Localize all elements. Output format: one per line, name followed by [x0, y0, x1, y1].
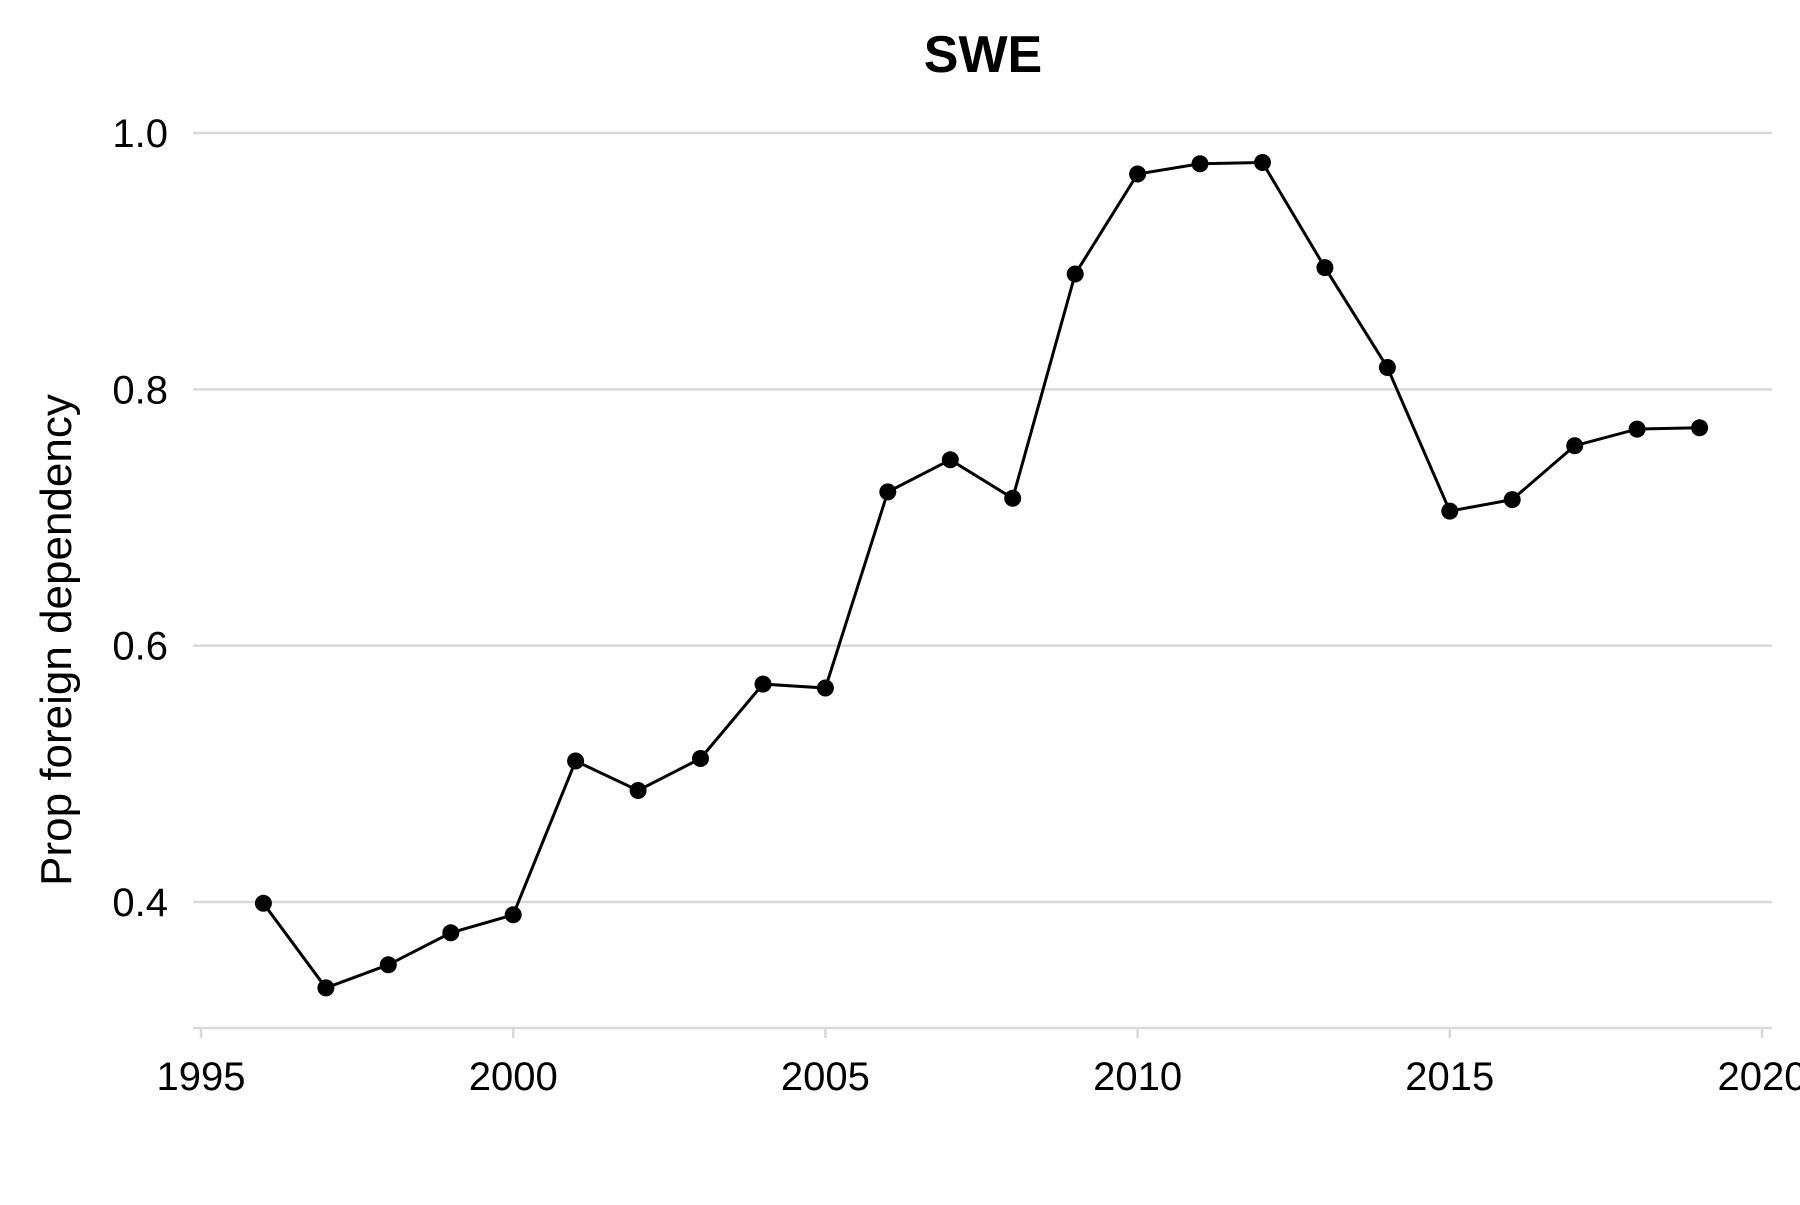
x-tick-label: 2015 [1405, 1055, 1494, 1099]
data-point [504, 906, 522, 924]
y-axis-ticks: 0.4 0.6 0.8 1.0 [112, 112, 168, 925]
y-axis-label: Prop foreign dependency [32, 394, 81, 886]
x-tick-label: 2005 [781, 1055, 870, 1099]
data-point [1378, 359, 1396, 376]
data-point [754, 675, 772, 693]
data-point [442, 924, 460, 942]
x-tick-label: 1995 [157, 1055, 246, 1099]
data-point [1566, 437, 1584, 455]
data-point [1191, 155, 1209, 173]
y-tick-label: 0.8 [112, 368, 168, 412]
data-point [1503, 491, 1521, 509]
data-point [1066, 265, 1084, 283]
data-point [1254, 154, 1271, 171]
data-point [941, 451, 959, 469]
data-point [816, 679, 834, 697]
y-tick-label: 0.4 [112, 881, 168, 925]
x-axis: 1995 2000 2005 2010 2015 2020 [157, 1026, 1800, 1099]
gridlines [193, 131, 1772, 904]
data-point [1129, 165, 1147, 183]
data-point [1691, 419, 1709, 437]
data-point [692, 750, 709, 767]
data-point [879, 483, 897, 501]
x-tick-label: 2010 [1093, 1055, 1182, 1099]
data-point [567, 752, 585, 770]
chart-title: SWE [924, 26, 1042, 84]
series-group [254, 154, 1709, 997]
x-tick-label: 2020 [1718, 1055, 1800, 1099]
data-point [1441, 502, 1459, 520]
data-point [629, 782, 647, 799]
data-point [379, 956, 397, 974]
y-tick-label: 0.6 [112, 625, 168, 669]
data-point [1004, 489, 1022, 507]
y-tick-label: 1.0 [112, 112, 168, 156]
data-point [1316, 259, 1334, 277]
series-line [262, 160, 1700, 990]
data-point [317, 979, 335, 997]
x-tick-label: 2000 [469, 1055, 558, 1099]
data-point [1628, 420, 1646, 438]
data-point [254, 894, 272, 912]
